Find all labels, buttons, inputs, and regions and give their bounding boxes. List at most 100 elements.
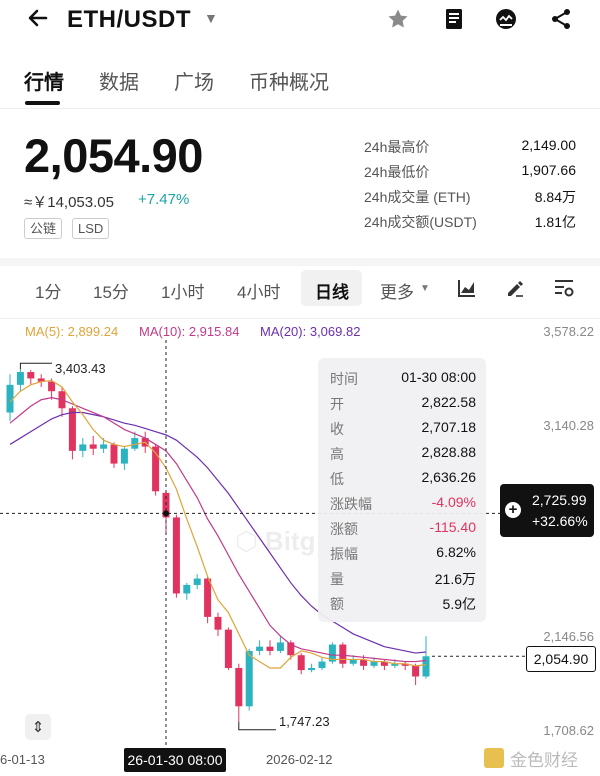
candle-body [245,650,253,707]
last-price: 2,054.90 [24,129,203,182]
tooltip-key: 振幅 [330,546,358,562]
candle-body [204,578,212,617]
app-header: ETH/USDT ▼ [0,0,600,44]
tooltip-key: 开 [330,396,344,412]
add-alert-icon[interactable]: + [505,502,521,518]
share-icon[interactable] [548,6,574,32]
cny-price: ≈￥14,053.05 [24,194,114,211]
stat-value: 1,907.66 [521,162,577,178]
candle-body [172,517,180,594]
pair-title[interactable]: ETH/USDT [67,6,191,33]
candle-body [193,578,201,585]
tag-public-chain[interactable]: 公链 [24,218,63,239]
back-arrow-icon[interactable] [26,6,50,34]
interval-more[interactable]: 更多 [380,283,414,302]
section-divider [0,258,600,266]
candle-body [266,646,274,651]
candle-body [256,646,264,651]
candle-body [224,629,232,668]
candle-body [68,408,76,451]
tab-data[interactable]: 数据 [99,72,139,94]
candle-body [235,667,243,707]
low-annotation: 1,747.23 [279,714,330,729]
draw-pen-icon[interactable] [505,278,525,303]
tooltip-value: 6.82% [436,544,476,560]
candle-body [287,642,295,656]
high-marker-line [19,362,52,370]
candle-body [183,584,191,594]
candle-body [131,438,139,449]
interval-1d[interactable]: 日线 [315,283,349,302]
candle-body [120,448,128,464]
tooltip-key: 量 [330,571,344,587]
candle-body [16,372,24,385]
star-icon[interactable] [385,6,411,32]
candle-body [162,492,170,518]
candle-body [100,444,108,449]
candle-body [412,665,420,677]
candle-body [297,655,305,671]
candle-body [37,378,45,382]
interval-15m[interactable]: 15分 [93,283,129,302]
ma5-line [9,379,427,669]
tooltip-key: 高 [330,446,344,462]
bitget-watermark: ⬡ Bitg [235,526,316,556]
candle-body [318,661,326,668]
ma10-line [9,397,427,663]
x-tick: 6-01-13 [0,752,45,767]
crosshair-time-label: 26-01-30 08:00 [124,748,226,772]
tooltip-value: 5.9亿 [442,596,476,612]
crosshair-dot [163,510,169,517]
tab-market[interactable]: 行情 [24,72,64,94]
crosshair-price: 2,725.99 [532,492,587,508]
interval-1h[interactable]: 1小时 [161,283,205,302]
tab-square[interactable]: 广场 [174,72,214,94]
chart-face-icon[interactable] [493,6,519,32]
candle-body [89,444,97,449]
candle-body [328,644,336,662]
tooltip-key: 收 [330,421,344,437]
ma5-label: MA(5): 2,899.24 [25,324,119,339]
tooltip-value: 2,828.88 [421,444,477,460]
tab-overview[interactable]: 币种概况 [249,72,329,94]
tag-lsd[interactable]: LSD [72,218,110,239]
expand-chart-icon[interactable]: ⇕ [25,714,51,740]
x-tick: 2026-02-12 [266,752,333,767]
tooltip-value: -4.09% [431,494,476,510]
last-price-label: 2,054.90 [526,646,596,672]
caret-down-icon[interactable]: ▼ [420,283,430,294]
stat-label: 24h最低价 [364,164,430,180]
y-tick: 1,708.62 [543,723,594,738]
watermark: 金色财经 [484,744,594,772]
tooltip-key: 涨额 [330,521,358,537]
notes-icon[interactable] [441,6,467,32]
crosshair-price-label[interactable]: + 2,725.99 +32.66% [500,484,594,537]
candle-body [391,663,399,666]
logo-icon [484,748,504,768]
tooltip-value: 2,822.58 [421,394,477,410]
indicator-settings-icon[interactable] [553,278,575,303]
chart-type-icon[interactable] [457,278,477,303]
candle-body [214,616,222,630]
tooltip-key: 低 [330,471,344,487]
tooltip-value: 01-30 08:00 [401,369,476,385]
interval-1m[interactable]: 1分 [35,283,62,302]
y-tick: 2,146.56 [543,629,594,644]
divider [0,108,600,109]
stat-value: 1.81亿 [534,214,576,230]
tab-indicator [25,101,60,105]
caret-down-icon[interactable]: ▼ [204,10,218,26]
interval-4h[interactable]: 4小时 [237,283,281,302]
watermark-text: 金色财经 [510,750,578,770]
ma20-line [9,411,427,654]
stat-label: 24h成交额(USDT) [364,214,477,230]
stat-value: 8.84万 [534,189,576,205]
candle-body [380,661,388,666]
candle-body [370,661,378,666]
candle-body [401,663,409,666]
tooltip-key: 时间 [330,371,358,387]
tooltip-value: 2,707.18 [421,419,477,435]
tooltip-value: -115.40 [429,519,476,535]
candle-body [110,444,118,464]
stat-label: 24h成交量 (ETH) [364,189,471,205]
